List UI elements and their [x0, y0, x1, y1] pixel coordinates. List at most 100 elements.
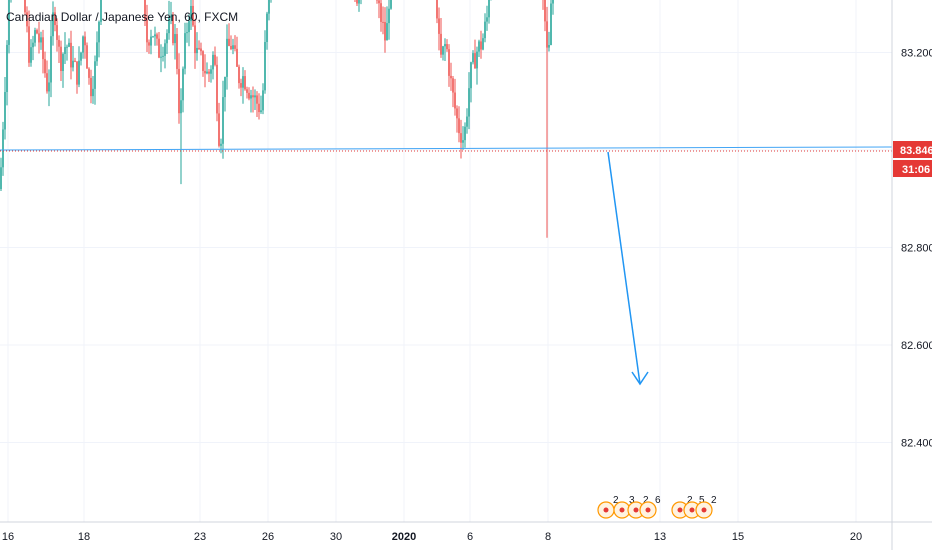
candle-body: [446, 44, 448, 50]
candle-body: [220, 143, 222, 146]
candle-body: [380, 3, 382, 22]
candle-body: [550, 3, 552, 46]
candle-body: [232, 45, 234, 50]
event-marker[interactable]: 3: [613, 495, 635, 519]
candle-body: [78, 60, 80, 85]
candle-body: [208, 71, 210, 74]
candle-body: [88, 68, 90, 78]
candle-body: [384, 21, 386, 41]
candle-body: [90, 77, 92, 97]
candle-body: [382, 21, 384, 23]
candle-body: [48, 82, 50, 92]
candle-body: [46, 73, 48, 92]
candle-body: [166, 33, 168, 44]
candle-body: [58, 39, 60, 47]
candle-body: [30, 47, 32, 63]
candle-body: [152, 36, 154, 38]
candle-body: [158, 38, 160, 58]
candle-body: [186, 32, 188, 34]
current-price-label: 83.846: [900, 145, 932, 157]
candle-body: [196, 47, 198, 54]
candle-body: [192, 5, 194, 26]
candle-body: [82, 36, 84, 53]
event-marker-dot: [701, 507, 707, 513]
y-tick-label: 82.400: [901, 438, 932, 450]
candle-body: [456, 108, 458, 119]
candle-body: [150, 36, 152, 46]
candle-body: [188, 21, 190, 33]
candle-body: [32, 42, 34, 48]
candle-body: [0, 167, 2, 189]
candle-body: [438, 18, 440, 34]
candle-body: [468, 88, 470, 117]
candle-body: [440, 33, 442, 55]
candle-body: [262, 90, 264, 111]
candle-body: [38, 33, 40, 43]
candle-body: [50, 36, 52, 83]
candle-body: [260, 110, 262, 113]
candle-body: [176, 34, 178, 69]
candle-body: [266, 13, 268, 43]
candle-body: [44, 59, 46, 74]
x-tick-label: 15: [732, 531, 744, 543]
candle-body: [200, 48, 202, 52]
candle-body: [154, 34, 156, 37]
event-count: 6: [655, 495, 661, 506]
event-marker-dot: [633, 507, 639, 513]
x-tick-label: 23: [194, 531, 206, 543]
candle-body: [36, 30, 38, 34]
candle-body: [212, 54, 214, 70]
event-marker-dot: [677, 507, 683, 513]
x-tick-label: 16: [2, 531, 14, 543]
candle-body: [172, 15, 174, 44]
candle-body: [74, 60, 76, 62]
candle-body: [378, 0, 380, 4]
event-marker[interactable]: 2: [671, 495, 693, 519]
event-marker-dot: [603, 507, 609, 513]
candle-body: [222, 97, 224, 144]
candle-body: [488, 0, 490, 18]
candle-body: [386, 23, 388, 41]
candle-body: [8, 0, 10, 45]
candle-body: [460, 133, 462, 143]
candle-body: [4, 92, 6, 130]
candle-body: [84, 36, 86, 46]
candle-body: [206, 71, 208, 74]
candle-body: [258, 103, 260, 113]
candle-body: [174, 34, 176, 44]
x-tick-label: 13: [654, 531, 666, 543]
candle-body: [480, 41, 482, 50]
event-marker-dot: [689, 507, 695, 513]
event-marker[interactable]: 2: [597, 495, 619, 519]
x-tick-label: 20: [850, 531, 862, 543]
current-price-tag: [893, 141, 932, 158]
candle-body: [390, 0, 392, 9]
candle-body: [180, 100, 182, 114]
candle-body: [66, 46, 68, 48]
event-count: 5: [699, 495, 705, 506]
candle-body: [478, 41, 480, 52]
candle-body: [96, 42, 98, 62]
event-marker[interactable]: 6: [639, 495, 661, 519]
candle-body: [60, 46, 62, 72]
candle-body: [546, 21, 548, 48]
candle-body: [470, 62, 472, 89]
candle-body: [80, 52, 82, 61]
candle-body: [92, 88, 94, 97]
y-tick-label: 83.200: [901, 48, 932, 60]
x-tick-label: 18: [78, 531, 90, 543]
candle-body: [244, 76, 246, 90]
x-tick-label: 2020: [392, 531, 416, 543]
candle-body: [552, 0, 554, 4]
x-tick-label: 30: [330, 531, 342, 543]
candle-body: [464, 126, 466, 141]
resistance-level-line[interactable]: [0, 146, 893, 151]
countdown-label: 31:06: [902, 164, 930, 176]
grid-layer: [0, 0, 892, 522]
event-marker[interactable]: 2: [695, 495, 717, 519]
candle-body: [160, 56, 162, 58]
candle-body: [198, 47, 200, 49]
